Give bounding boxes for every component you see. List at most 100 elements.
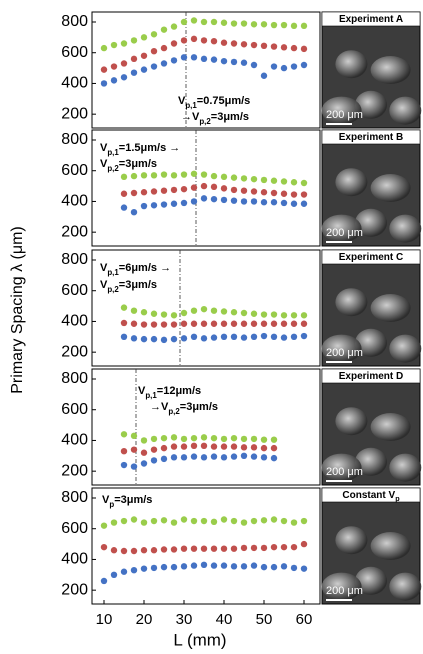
point — [110, 41, 118, 49]
point — [280, 44, 288, 51]
point — [260, 436, 268, 443]
point — [300, 312, 308, 319]
point — [250, 188, 258, 195]
point — [270, 444, 278, 452]
micrograph-feature — [389, 96, 422, 125]
annotation: Vp,1=0.75μm/s — [178, 95, 250, 110]
point — [220, 39, 228, 46]
point — [170, 519, 178, 526]
point — [120, 304, 128, 311]
point — [300, 332, 308, 340]
point — [300, 191, 308, 198]
image-label: Constant Vp — [342, 490, 400, 504]
micrograph-feature — [355, 447, 387, 476]
annotation-part: p,1 — [145, 391, 157, 400]
point — [290, 191, 298, 198]
point — [260, 21, 268, 28]
point — [160, 517, 168, 524]
point — [110, 519, 118, 526]
point — [230, 434, 238, 442]
point — [290, 333, 298, 341]
micrograph-feature — [370, 294, 411, 322]
micrograph-feature — [335, 407, 368, 436]
point — [210, 37, 218, 45]
point — [100, 577, 108, 585]
image-label: Experiment C — [339, 252, 403, 263]
point — [140, 189, 148, 196]
x-tick-label: 60 — [296, 611, 313, 628]
image-label-box — [321, 368, 421, 384]
point — [210, 434, 218, 442]
point — [170, 200, 178, 207]
point — [180, 54, 188, 61]
point — [210, 183, 218, 191]
point — [240, 20, 248, 27]
annotation-part: =6μm/s → — [119, 262, 171, 274]
point — [200, 454, 208, 461]
point — [160, 444, 168, 452]
point — [200, 335, 208, 342]
point — [260, 517, 268, 524]
point — [120, 74, 128, 81]
point — [150, 547, 158, 554]
point — [300, 200, 308, 207]
point — [160, 201, 168, 208]
point — [250, 61, 258, 69]
point — [160, 336, 168, 344]
point — [200, 320, 208, 327]
y-tick-label: 600 — [61, 44, 88, 61]
y-tick-label: 800 — [61, 131, 88, 148]
point — [260, 544, 268, 552]
point — [270, 43, 278, 50]
point — [160, 311, 168, 318]
point — [190, 562, 198, 569]
point — [100, 44, 108, 52]
point — [140, 547, 148, 554]
scale-label: 200 μm — [326, 466, 363, 478]
point — [140, 52, 148, 59]
image-label-part: Experiment D — [339, 371, 403, 382]
image-label-box — [321, 249, 421, 265]
point — [160, 187, 168, 194]
y-tick-label: 400 — [61, 551, 88, 568]
point — [280, 199, 288, 207]
point — [130, 516, 138, 523]
point — [230, 563, 238, 570]
point — [230, 58, 238, 66]
image-label: Experiment D — [339, 371, 403, 382]
point — [180, 18, 188, 26]
point — [130, 547, 138, 555]
x-tick-label: 30 — [176, 611, 193, 628]
point — [220, 454, 228, 461]
point — [250, 517, 258, 525]
annotation: Vp,1=1.5μm/s → — [100, 142, 180, 157]
point — [300, 22, 308, 30]
point — [170, 434, 178, 441]
annotation-part: V — [100, 142, 108, 154]
point — [220, 57, 228, 65]
micrograph-feature — [335, 526, 368, 555]
point — [180, 37, 188, 44]
image-label: Experiment B — [339, 132, 403, 143]
point — [190, 170, 198, 177]
annotation: Vp,1=12μm/s — [138, 385, 201, 400]
point — [150, 435, 158, 443]
point — [130, 335, 138, 342]
point — [250, 310, 258, 317]
point — [260, 199, 268, 206]
point — [300, 45, 308, 53]
point — [200, 195, 208, 202]
y-tick-label: 400 — [61, 75, 88, 92]
image-label-box — [321, 129, 421, 145]
micrograph-feature — [335, 168, 368, 197]
point — [220, 19, 228, 26]
point — [190, 545, 198, 552]
point — [180, 199, 188, 207]
point — [180, 545, 188, 552]
point — [300, 320, 308, 327]
point — [290, 564, 298, 572]
point — [190, 434, 198, 442]
point — [160, 546, 168, 553]
point — [280, 190, 288, 197]
image-label-box — [321, 11, 421, 27]
